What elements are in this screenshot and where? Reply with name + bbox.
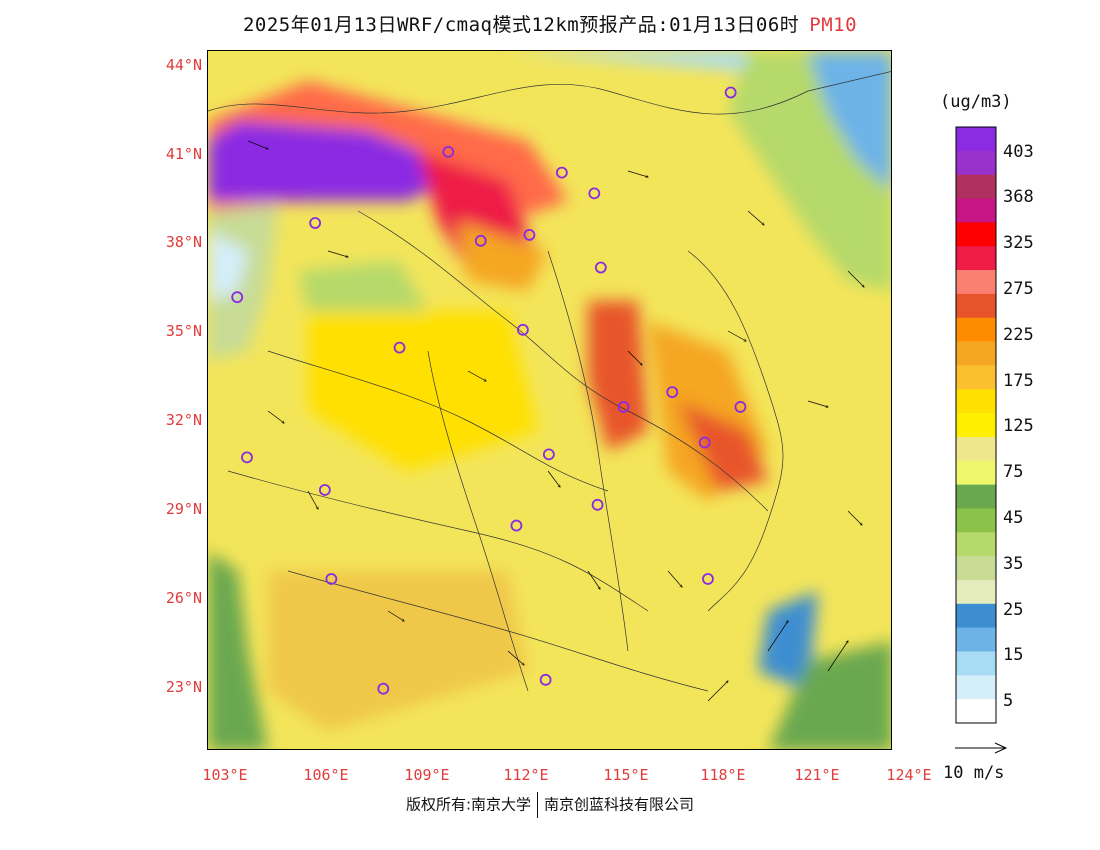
- colorbar-unit: (ug/m3): [940, 92, 1012, 112]
- city-marker: [591, 498, 604, 511]
- lon-label-115: 115°E: [603, 766, 649, 784]
- colorbar: [955, 126, 997, 724]
- colorbar-swatch: [956, 317, 996, 342]
- city-marker: [517, 323, 529, 336]
- colorbar-swatch: [956, 556, 996, 581]
- colorbar-label-35: 35: [1003, 554, 1024, 574]
- city-marker: [442, 145, 455, 158]
- colorbar-label-275: 275: [1003, 279, 1034, 299]
- colorbar-label-25: 25: [1003, 600, 1024, 620]
- map-panel: [207, 50, 892, 750]
- city-marker: [555, 166, 568, 179]
- colorbar-swatch: [956, 603, 996, 628]
- colorbar-swatch: [956, 627, 996, 652]
- city-marker: [474, 234, 487, 247]
- lon-label-118: 118°E: [700, 766, 746, 784]
- colorbar-swatch: [956, 365, 996, 390]
- city-marker: [702, 573, 714, 585]
- lon-label-124: 124°E: [886, 766, 932, 784]
- lat-label-29: 29°N: [165, 500, 202, 518]
- wind-vectors: [247, 140, 864, 702]
- colorbar-label-45: 45: [1003, 508, 1024, 528]
- lon-label-121: 121°E: [794, 766, 840, 784]
- lon-label-109: 109°E: [404, 766, 450, 784]
- city-marker: [241, 451, 253, 464]
- city-marker: [510, 519, 523, 532]
- colorbar-label-125: 125: [1003, 416, 1034, 436]
- copyright-owner: 版权所有:南京大学: [405, 795, 532, 814]
- copyright-separator: [537, 792, 539, 818]
- colorbar-label-368: 368: [1003, 187, 1034, 207]
- colorbar-swatches: [955, 126, 997, 724]
- lat-label-41: 41°N: [165, 145, 202, 163]
- city-marker: [734, 401, 747, 413]
- lat-label-35: 35°N: [165, 322, 202, 340]
- boundary-lines: [208, 71, 891, 692]
- chart-title: 2025年01月13日WRF/cmaq模式12km预报产品:01月13日06时 P…: [0, 10, 1100, 37]
- lat-label-38: 38°N: [165, 233, 202, 251]
- colorbar-swatch: [956, 413, 996, 438]
- city-marker: [318, 484, 331, 496]
- map-svg: [208, 51, 891, 749]
- colorbar-swatch: [956, 532, 996, 557]
- wind-reference-label: 10 m/s: [943, 763, 1005, 783]
- colorbar-swatch: [956, 293, 996, 319]
- city-marker: [325, 573, 338, 585]
- colorbar-swatch: [956, 222, 996, 247]
- colorbar-swatch: [956, 150, 996, 175]
- colorbar-border: [955, 126, 997, 724]
- colorbar-label-175: 175: [1003, 371, 1034, 391]
- pollutant-name: PM10: [809, 14, 858, 36]
- colorbar-swatch: [956, 389, 996, 414]
- city-marker: [309, 217, 322, 229]
- lon-label-106: 106°E: [303, 766, 349, 784]
- lat-label-23: 23°N: [165, 678, 202, 696]
- colorbar-swatch: [956, 341, 996, 366]
- colorbar-swatch: [956, 246, 996, 271]
- colorbar-swatch: [956, 484, 996, 509]
- city-marker: [377, 682, 390, 695]
- lat-label-26: 26°N: [165, 589, 202, 607]
- city-marker: [588, 187, 601, 200]
- city-marker: [617, 401, 630, 413]
- colorbar-label-15: 15: [1003, 645, 1024, 665]
- city-marker: [523, 228, 536, 241]
- city-marker: [393, 341, 406, 354]
- city-marker: [542, 448, 555, 461]
- colorbar-swatch: [956, 675, 996, 700]
- city-marker: [594, 261, 607, 274]
- lat-label-32: 32°N: [165, 411, 202, 429]
- colorbar-swatch: [956, 651, 996, 676]
- lon-label-103: 103°E: [202, 766, 248, 784]
- colorbar-label-325: 325: [1003, 233, 1034, 253]
- city-marker: [698, 436, 711, 449]
- copyright-company: 南京创蓝科技有限公司: [544, 795, 695, 814]
- title-text: 2025年01月13日WRF/cmaq模式12km预报产品:01月13日06时: [242, 14, 800, 36]
- colorbar-label-5: 5: [1003, 691, 1014, 711]
- colorbar-swatch: [956, 198, 996, 223]
- city-marker: [724, 86, 737, 99]
- colorbar-swatch: [956, 270, 996, 295]
- colorbar-label-75: 75: [1003, 462, 1024, 482]
- colorbar-swatch: [956, 508, 996, 533]
- lat-label-44: 44°N: [165, 56, 202, 74]
- colorbar-swatch: [956, 174, 996, 199]
- wind-reference-arrow: [955, 742, 1008, 754]
- colorbar-swatch: [956, 699, 996, 724]
- colorbar-swatch: [956, 579, 996, 605]
- colorbar-swatch: [956, 460, 996, 485]
- colorbar-swatch: [956, 127, 996, 152]
- colorbar-label-403: 403: [1003, 142, 1034, 162]
- city-marker: [539, 673, 552, 686]
- colorbar-label-225: 225: [1003, 325, 1034, 345]
- city-marker: [231, 291, 244, 304]
- city-marker: [666, 386, 679, 399]
- colorbar-swatch: [956, 436, 996, 462]
- city-markers: [231, 86, 747, 695]
- copyright: 版权所有:南京大学 南京创蓝科技有限公司: [0, 792, 1100, 818]
- concentration-field: [208, 51, 891, 749]
- lon-label-112: 112°E: [503, 766, 549, 784]
